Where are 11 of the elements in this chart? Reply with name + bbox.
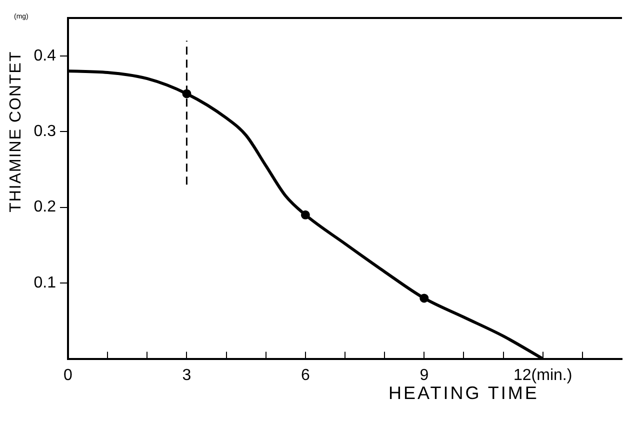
y-tick-label: 0.2 [34,198,56,216]
x-tick-label: 0 [64,366,73,384]
x-tick-label: 3 [182,366,192,384]
y-axis-title: THIAMINE CONTET [7,50,24,212]
y-tick-label: 0.1 [34,274,56,292]
x-tick-label: 6 [300,366,310,384]
x-axis-title: HEATING TIME [388,382,539,403]
y-tick-label: 0.3 [34,123,56,140]
y-tick-label: 0.4 [34,47,56,64]
x-tick-label: 12(min.) [514,366,572,384]
x-tick-label: 9 [420,366,429,384]
